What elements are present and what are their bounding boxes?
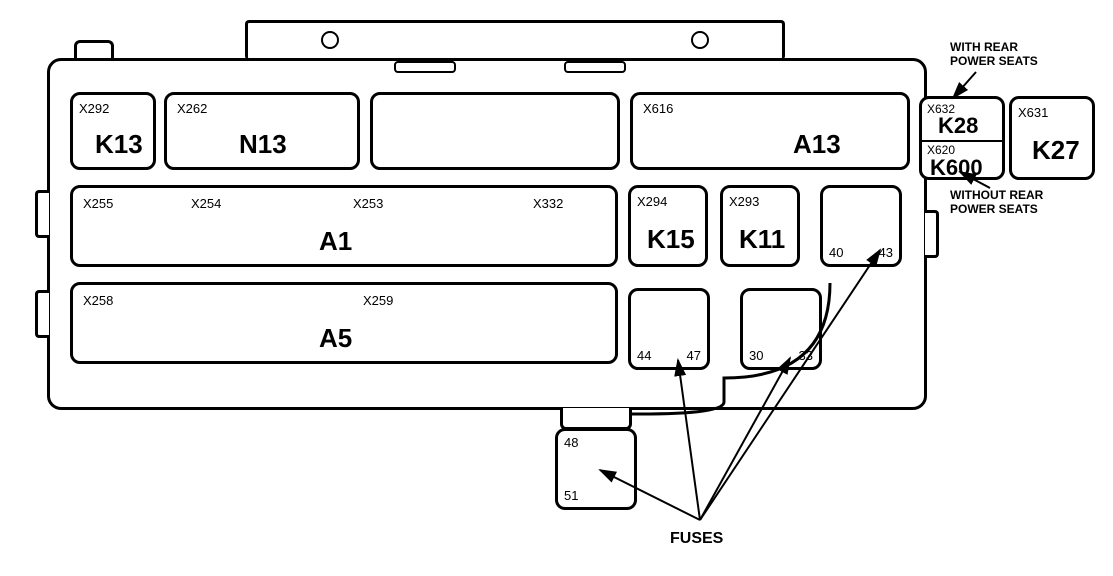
fuse-box-diagram: X292 K13 X262 N13 X616 A13 X255 X254 X25… — [0, 0, 1113, 576]
fuse-num: 48 — [564, 435, 578, 450]
annotation-fuses: FUSES — [670, 530, 723, 548]
fuse-num: 40 — [829, 245, 843, 260]
module-label: K13 — [95, 129, 143, 160]
annotation-without-rear: WITHOUT REAR POWER SEATS — [950, 188, 1043, 216]
module-k27: X631 K27 — [1009, 96, 1095, 180]
module-a13: X616 A13 — [630, 92, 910, 170]
module-blank — [370, 92, 620, 170]
module-label: K15 — [647, 224, 695, 255]
fuse-num: 30 — [749, 348, 763, 363]
bottom-tab — [560, 408, 632, 430]
module-label: K27 — [1032, 135, 1080, 166]
clip-top-left — [74, 40, 114, 60]
module-k13: X292 K13 — [70, 92, 156, 170]
xlabel: X255 — [83, 196, 113, 211]
xlabel: X253 — [353, 196, 383, 211]
xlabel: X631 — [1018, 105, 1048, 120]
fuse-block-40-43: 40 43 — [820, 185, 902, 267]
fuse-block-30-33: 30 33 — [740, 288, 822, 370]
module-k28-k600: X632 K28 X620 K600 — [919, 96, 1005, 180]
xlabel: X294 — [637, 194, 667, 209]
xlabel: X259 — [363, 293, 393, 308]
xlabel: X616 — [643, 101, 673, 116]
left-tab-2 — [35, 290, 49, 338]
module-k11: X293 K11 — [720, 185, 800, 267]
module-a5: X258 X259 A5 — [70, 282, 618, 364]
fuse-num: 33 — [799, 348, 813, 363]
xlabel: X293 — [729, 194, 759, 209]
annotation-with-rear: WITH REAR POWER SEATS — [950, 40, 1038, 68]
fuse-block-48-51: 48 51 — [555, 428, 637, 510]
module-label: K600 — [930, 155, 983, 181]
fuse-num: 51 — [564, 488, 578, 503]
xlabel: X258 — [83, 293, 113, 308]
xlabel: X332 — [533, 196, 563, 211]
fuse-num: 43 — [879, 245, 893, 260]
module-label: K11 — [739, 224, 785, 255]
xlabel: X254 — [191, 196, 221, 211]
module-n13: X262 N13 — [164, 92, 360, 170]
module-label: A1 — [319, 226, 352, 257]
xlabel: X262 — [177, 101, 207, 116]
top-tab — [245, 20, 785, 60]
module-label: A5 — [319, 323, 352, 354]
module-label: N13 — [239, 129, 287, 160]
fuse-num: 47 — [687, 348, 701, 363]
module-label: K28 — [938, 113, 978, 139]
fuse-num: 44 — [637, 348, 651, 363]
divider — [922, 140, 1002, 142]
module-a1: X255 X254 X253 X332 A1 — [70, 185, 618, 267]
right-tab — [925, 210, 939, 258]
left-tab-1 — [35, 190, 49, 238]
module-k15: X294 K15 — [628, 185, 708, 267]
xlabel: X292 — [79, 101, 109, 116]
module-label: A13 — [793, 129, 841, 160]
fuse-block-44-47: 44 47 — [628, 288, 710, 370]
